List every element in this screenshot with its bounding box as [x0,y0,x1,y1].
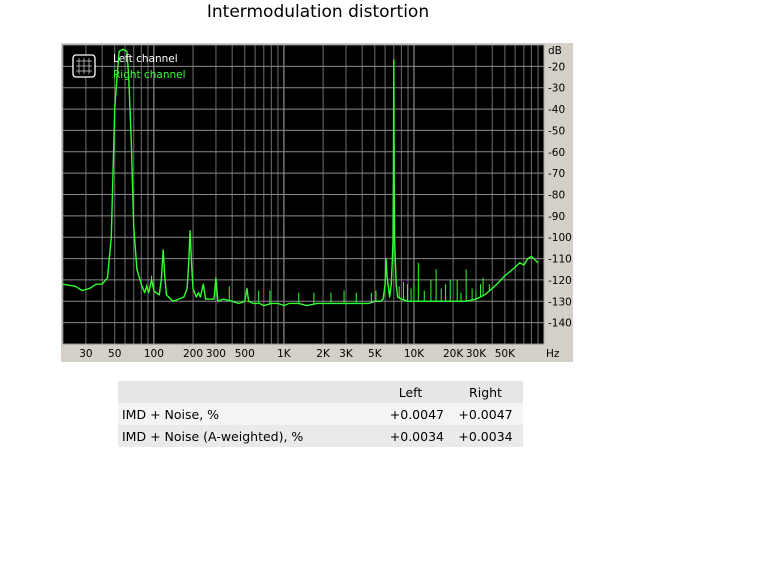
row-right-value: +0.0034 [458,428,513,444]
row-right-value: +0.0047 [458,406,513,422]
series-right-channel-line [62,48,539,307]
y-tick-labels: -20 -30 -40 -50 -60 -70 -80 -90 -100 -110 -120 -130… [548,61,572,329]
y-unit-label: dB [548,45,562,57]
x-tick-label: 100 [144,348,164,360]
row-label: IMD + Noise, % [122,406,220,422]
y-tick-label: -110 [548,254,572,266]
legend-grid-icon-lines [76,58,92,74]
x-tick-label: 2K [316,348,331,360]
table-header-right: Right [469,384,502,400]
spur-lines [146,262,490,305]
legend-left-channel: Left channel [113,53,178,65]
row-left-value: +0.0047 [389,406,444,422]
x-unit-label: Hz [546,348,560,360]
x-tick-label: 200 [183,348,203,360]
x-tick-label: 300 [206,348,226,360]
y-tick-label: -30 [548,83,565,95]
table-header-blank [118,381,373,403]
x-tick-label: 3K [339,348,354,360]
x-tick-label: 5K [368,348,383,360]
table-row: IMD + Noise (A-weighted), % +0.0034 +0.0… [118,425,523,447]
x-tick-label: 50K [495,348,516,360]
table-header-left: Left [398,384,423,400]
legend: Left channel Right channel [72,53,186,81]
x-tick-label: 20K [443,348,464,360]
chart-title: Intermodulation distortion [206,2,430,22]
table-row: IMD + Noise, % +0.0047 +0.0047 [118,403,523,425]
row-left-value: +0.0034 [389,428,444,444]
x-tick-label: 30K [466,348,487,360]
x-tick-label: 1K [277,348,292,360]
y-tick-label: -50 [548,125,565,137]
y-tick-label: -20 [548,61,565,73]
row-label: IMD + Noise (A-weighted), % [122,428,304,444]
y-tick-label: -100 [548,232,572,244]
x-tick-label: 50 [108,348,121,360]
table-header-row: Left Right [118,381,523,403]
imd-chart: 30 50 100 200 300 500 1K 2K 3K 5K 10K 20K 30K 50K -20… [61,43,573,362]
results-table: Left Right IMD + Noise, % +0.0047 +0.004… [118,381,523,447]
horizontal-grid [63,44,544,345]
y-tick-label: -140 [548,318,572,330]
x-tick-labels: 30 50 100 200 300 500 1K 2K 3K 5K 10K 20K 30K 50K [79,348,516,360]
y-tick-label: -40 [548,104,565,116]
legend-right-channel: Right channel [113,69,186,81]
x-tick-label: 30 [79,348,92,360]
y-tick-label: -70 [548,168,565,180]
x-tick-label: 10K [404,348,425,360]
x-tick-label: 500 [235,348,255,360]
y-tick-label: -130 [548,296,572,308]
y-tick-label: -90 [548,211,565,223]
y-tick-label: -80 [548,190,565,202]
y-tick-label: -120 [548,275,572,287]
y-tick-label: -60 [548,147,565,159]
